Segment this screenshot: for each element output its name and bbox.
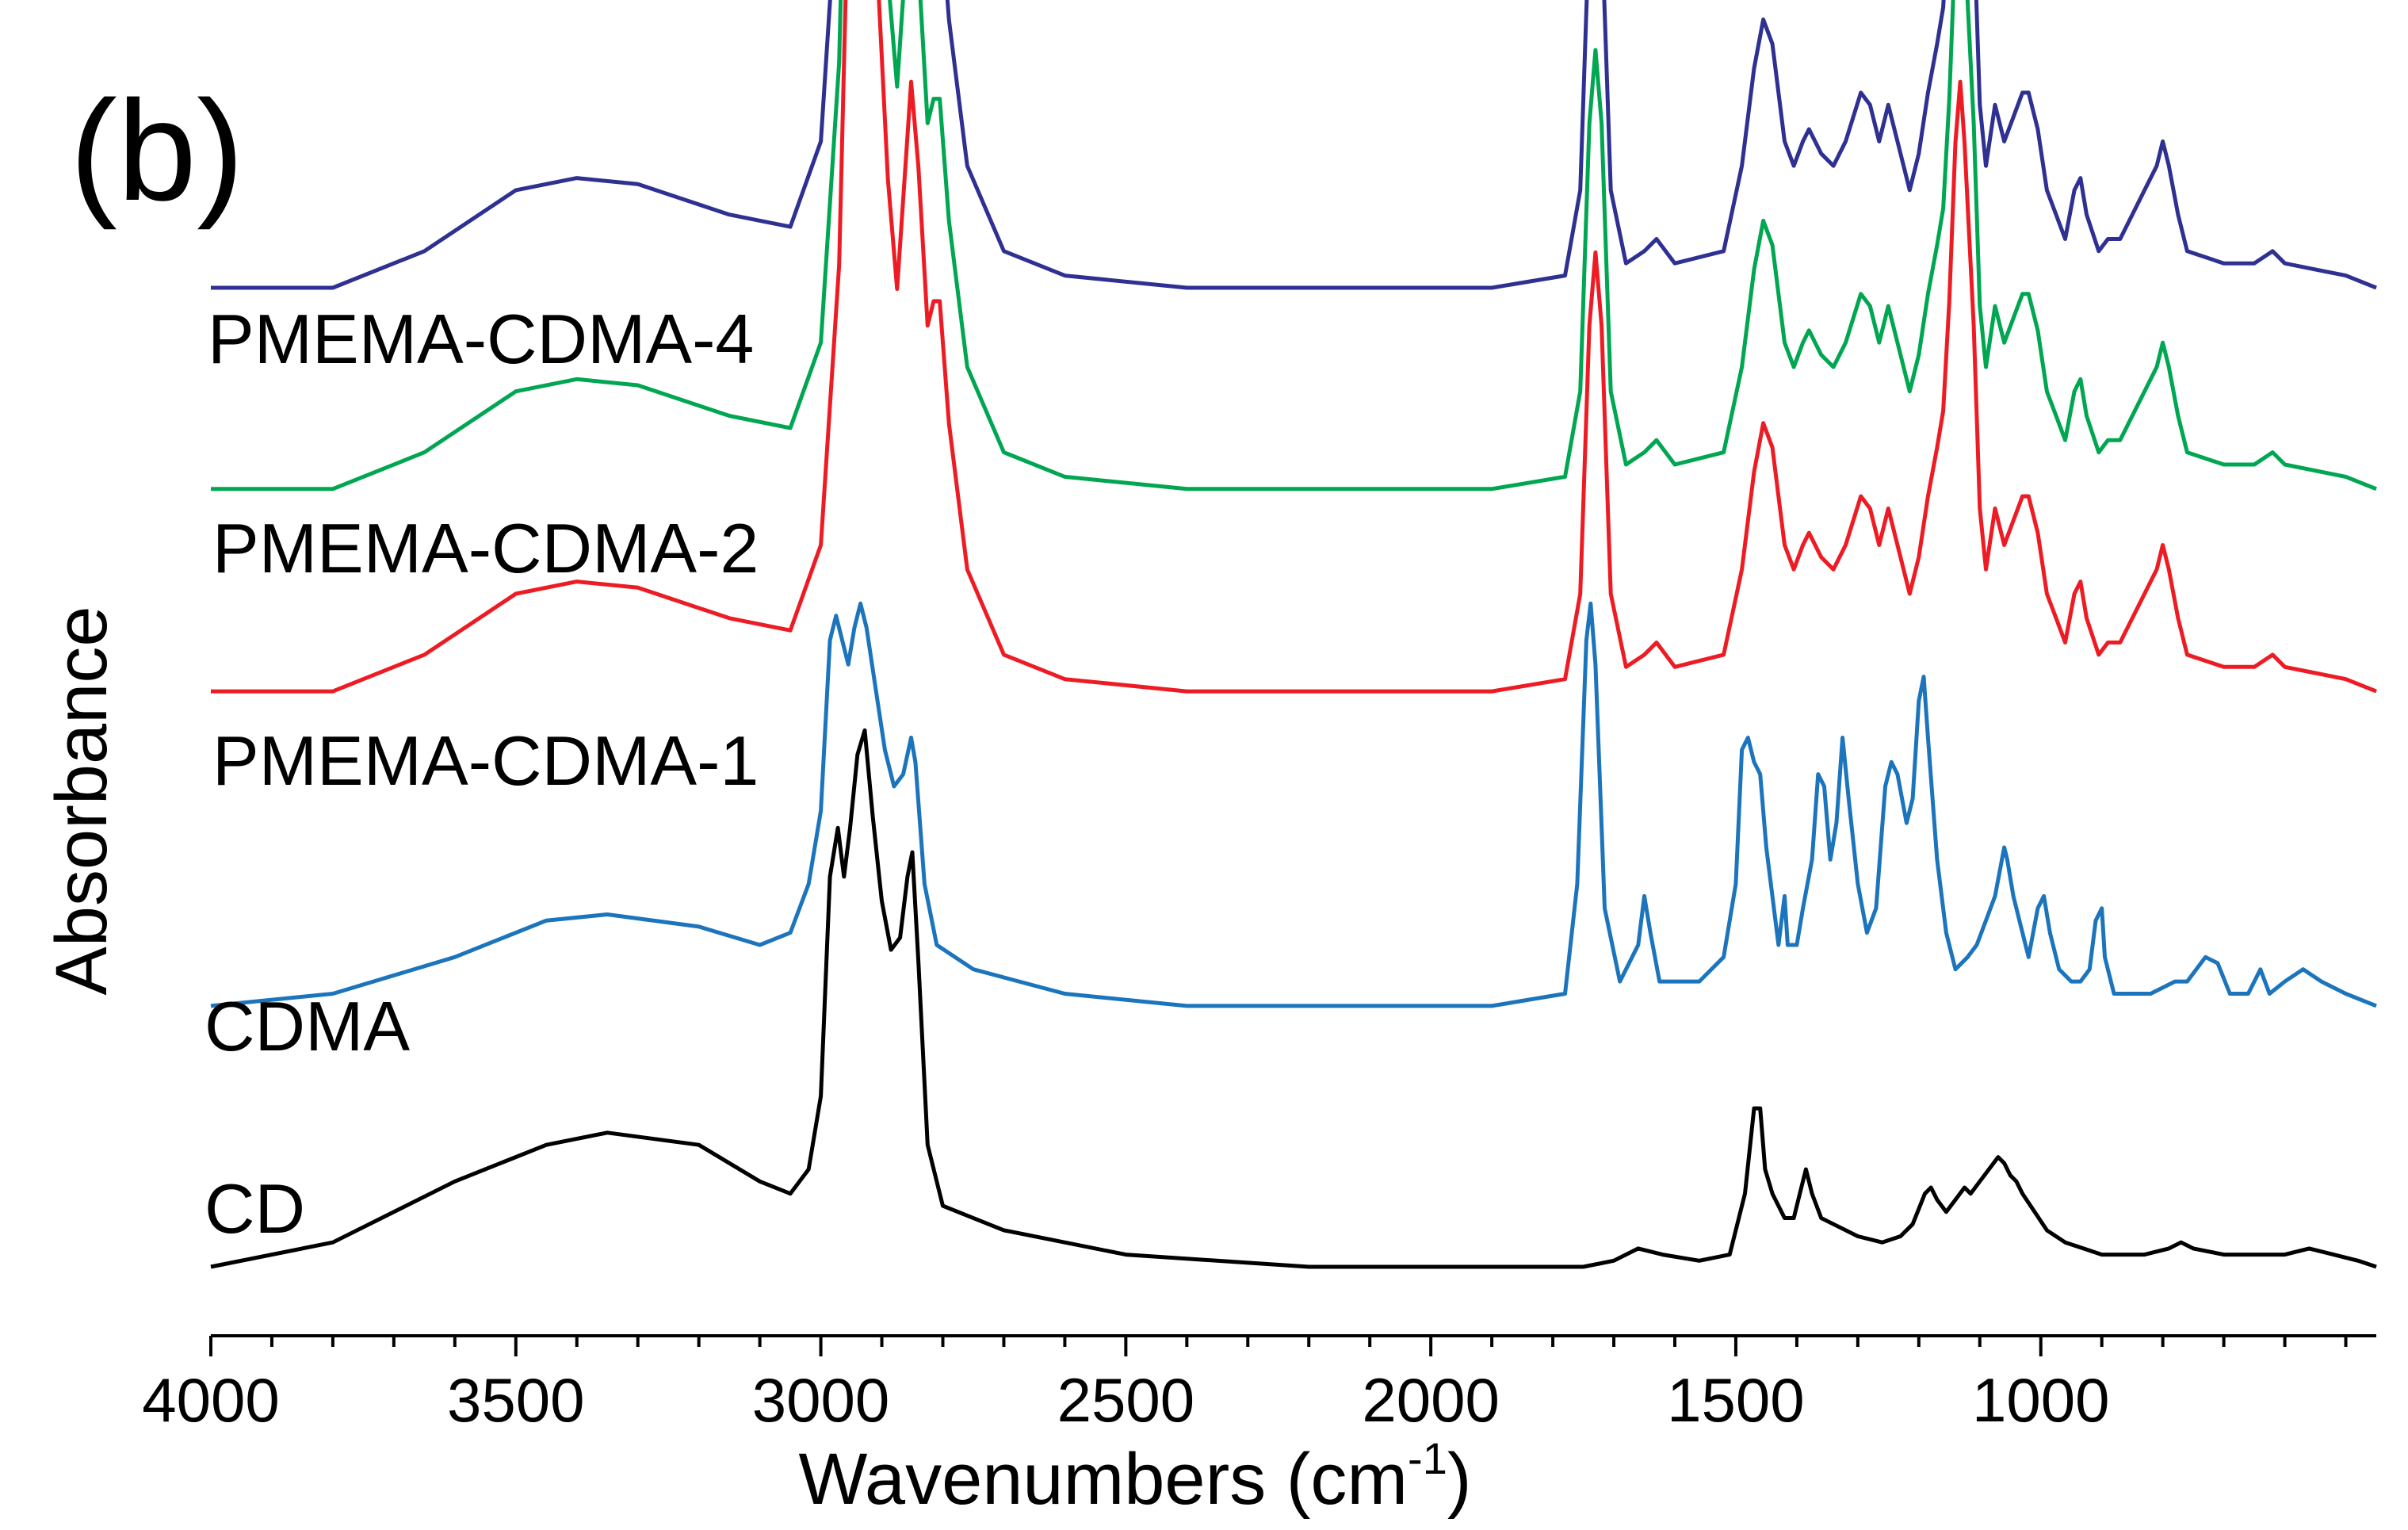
series-line-pmema-cdma-1: [211, 0, 2377, 694]
series-label-cdma: CDMA: [204, 987, 410, 1065]
y-axis-label: Absorbance: [41, 606, 122, 996]
series-label-pmema-cdma-1: PMEMA-CDMA-1: [212, 721, 759, 800]
x-axis-label: Wavenumbers (cm-1): [799, 1433, 1472, 1520]
x-axis-label-sup: -1: [1408, 1433, 1447, 1483]
series-line-pmema-cdma-4: [211, 0, 2377, 290]
series-line-cd: [210, 728, 2377, 1269]
x-tick-label: 3000: [752, 1365, 890, 1435]
series-label-pmema-cdma-2: PMEMA-CDMA-2: [212, 509, 759, 587]
x-tick-label: 2500: [1057, 1365, 1195, 1435]
x-tick-label: 3500: [447, 1365, 585, 1435]
x-tick-label: 1500: [1667, 1365, 1805, 1435]
x-axis-label-close: ): [1447, 1439, 1472, 1520]
x-tick-label: 4000: [142, 1365, 280, 1435]
series-label-pmema-cdma-4: PMEMA-CDMA-4: [208, 300, 754, 378]
panel-label: (b): [70, 71, 244, 231]
x-axis-label-main: Wavenumbers (cm: [799, 1439, 1408, 1520]
series-line-cdma: [210, 601, 2377, 1008]
series-layer: [210, 0, 2377, 1269]
x-tick-label: 1000: [1972, 1365, 2110, 1435]
series-labels: PMEMA-CDMA-4 PMEMA-CDMA-2 PMEMA-CDMA-1 CDMA…: [204, 300, 759, 1248]
x-tick-label: 2000: [1362, 1365, 1500, 1435]
series-line-pmema-cdma-2: [211, 0, 2377, 492]
x-ticks: 4000 3500 3000 2500 2000 1500 1000: [142, 1336, 2348, 1435]
series-label-cd: CD: [204, 1169, 305, 1248]
